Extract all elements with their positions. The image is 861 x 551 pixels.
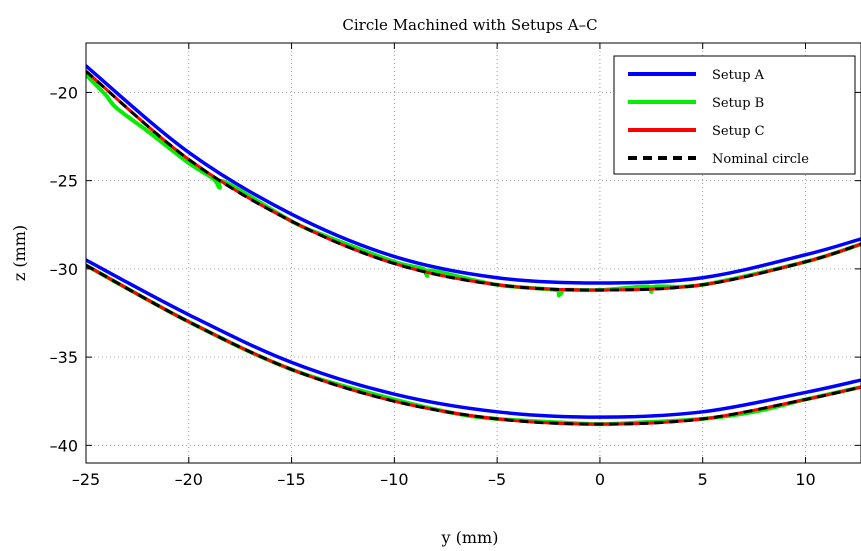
y-axis: –40 –35 –30 –25 –20 — [50, 83, 861, 455]
legend-label: Setup C — [712, 124, 765, 139]
series-line-setup-b-1 — [86, 72, 861, 298]
y-tick-label: –30 — [50, 260, 78, 279]
chart-title: Circle Machined with Setups A–C — [342, 16, 597, 34]
x-tick-label: 5 — [698, 470, 708, 489]
y-tick-label: –40 — [50, 436, 78, 455]
series-layer — [86, 64, 861, 427]
x-tick-label: 10 — [795, 470, 815, 489]
y-tick-label: –35 — [50, 348, 78, 367]
y-axis-label: z (mm) — [10, 225, 29, 281]
series-line-nominal-circle-1 — [86, 70, 861, 292]
series-line-setup-a-1 — [86, 64, 861, 285]
plot-area — [86, 64, 861, 427]
legend-label: Setup B — [712, 96, 764, 111]
y-tick-label: –25 — [50, 172, 78, 191]
x-axis: –25 –20 –15 –10 –5 0 5 10 — [72, 43, 816, 489]
legend: Setup A Setup B Setup C Nominal circle — [613, 55, 856, 175]
series-line-nominal-circle-2 — [86, 264, 861, 426]
x-tick-label: –25 — [72, 470, 100, 489]
x-axis-label: y (mm) — [441, 528, 499, 547]
plot-frame — [85, 42, 861, 464]
series-line-setup-a-2 — [86, 258, 861, 419]
legend-label: Setup A — [712, 68, 765, 83]
series-line-setup-b-2 — [86, 263, 861, 427]
x-tick-label: 0 — [595, 470, 605, 489]
legend-label: Nominal circle — [712, 152, 809, 167]
x-tick-label: –10 — [380, 470, 408, 489]
x-tick-label: –20 — [175, 470, 203, 489]
series-line-setup-c-2 — [86, 263, 861, 426]
x-tick-label: –15 — [277, 470, 305, 489]
y-tick-label: –20 — [50, 83, 78, 102]
x-tick-label: –5 — [488, 470, 506, 489]
